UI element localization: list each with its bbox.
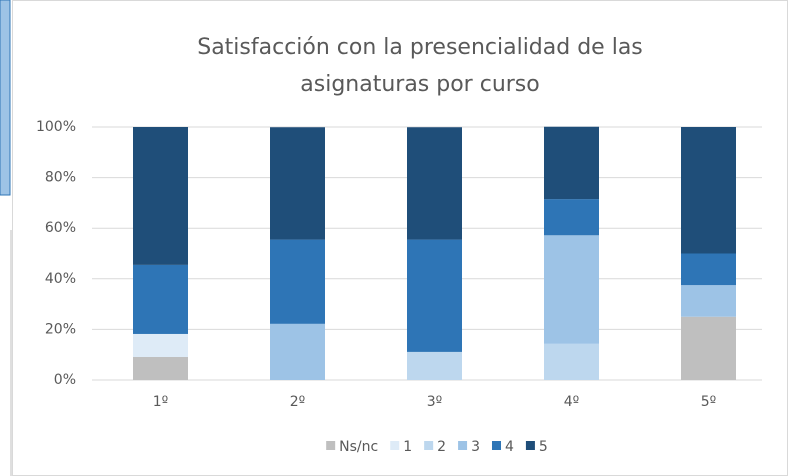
bar-segment: [544, 235, 599, 344]
bar-segment: [270, 323, 325, 380]
bar-segment: [681, 285, 736, 317]
legend-label: Ns/nc: [339, 439, 378, 455]
bar-segment: [681, 316, 736, 380]
legend-label: 5: [539, 439, 548, 455]
y-tick-label: 20%: [45, 321, 76, 337]
chart-title: asignaturas por curso: [300, 72, 539, 97]
bar-segment: [681, 127, 736, 254]
y-tick-label: 80%: [45, 170, 76, 186]
chart-title: Satisfacción con la presencialidad de la…: [197, 35, 643, 60]
y-tick-label: 100%: [36, 119, 76, 135]
legend-label: 3: [471, 439, 480, 455]
sheet-fragment: [0, 0, 11, 196]
legend-label: 1: [403, 439, 412, 455]
y-tick-label: 0%: [54, 372, 76, 388]
y-tick-label: 40%: [45, 271, 76, 287]
bar-segment: [133, 127, 188, 265]
legend-swatch: [424, 441, 434, 450]
bar-segment: [407, 127, 462, 240]
legend-swatch: [326, 441, 336, 450]
x-tick-label: 2º: [290, 394, 306, 410]
legend-swatch: [458, 441, 468, 450]
legend-label: 4: [505, 439, 514, 455]
bar-segment: [407, 239, 462, 352]
bar-segment: [133, 264, 188, 334]
bar-segment: [133, 333, 188, 357]
bar-segment: [544, 126, 599, 200]
bar-segment: [681, 253, 736, 286]
legend-swatch: [525, 441, 535, 450]
bar-segment: [270, 239, 325, 324]
bar-segment: [133, 356, 188, 380]
x-tick-label: 1º: [153, 394, 169, 410]
legend-label: 2: [437, 439, 446, 455]
legend-swatch: [491, 441, 501, 450]
bar-segment: [544, 343, 599, 380]
y-tick-label: 60%: [45, 220, 76, 236]
bar-segment: [270, 127, 325, 240]
bar-segment: [407, 351, 462, 380]
x-tick-label: 4º: [564, 394, 580, 410]
x-tick-label: 5º: [701, 394, 717, 410]
x-tick-label: 3º: [427, 394, 443, 410]
legend-swatch: [390, 441, 400, 450]
bar-segment: [544, 199, 599, 236]
